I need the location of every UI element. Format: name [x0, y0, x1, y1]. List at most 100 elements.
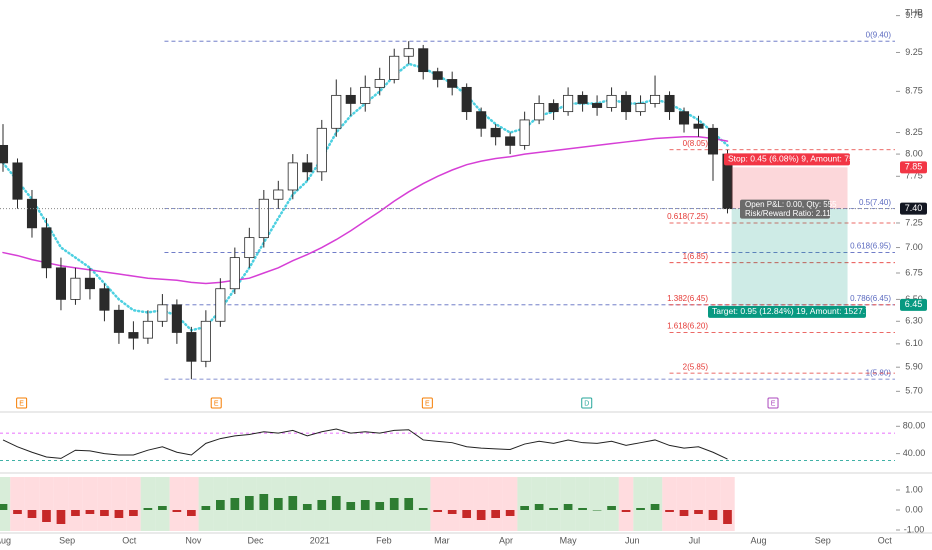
candle-body [142, 320, 153, 339]
hist-background [111, 477, 127, 531]
hist-bar [42, 510, 51, 522]
hist-bar [56, 510, 66, 524]
candle-body [171, 304, 182, 333]
hist-bar [13, 510, 22, 514]
candle-body [650, 94, 661, 104]
x-tick-label: Jun [625, 535, 640, 545]
x-tick-label: Oct [122, 535, 137, 545]
y-tick-label: 80.00 [903, 421, 926, 431]
event-label: D [584, 400, 589, 407]
candle-body [200, 320, 211, 362]
hist-bar [331, 496, 341, 510]
hist-background [633, 477, 648, 531]
candle-body [678, 111, 690, 125]
candle-body [418, 48, 429, 73]
y-tick-label: 5.90 [905, 362, 923, 372]
hist-background [502, 477, 518, 531]
hist-bar [723, 510, 732, 524]
hist-bar [549, 508, 558, 510]
candle-body [461, 86, 472, 113]
hist-bar [201, 506, 211, 510]
candle-body [606, 94, 617, 108]
hist-bar [230, 498, 240, 510]
candle-body [389, 55, 400, 80]
x-tick-label: Sep [815, 535, 831, 545]
candle-body [26, 198, 38, 229]
hist-bar [418, 508, 428, 510]
y-tick-label: 6.50 [905, 294, 923, 304]
candle-body [621, 94, 632, 113]
y-tick-label: 8.25 [905, 127, 923, 137]
fib-label: 1(6.85) [683, 252, 709, 261]
hist-bar [114, 510, 124, 518]
price-tag [900, 298, 927, 311]
y-tick-label: 6.10 [905, 338, 923, 348]
y-tick-label: 9.25 [905, 47, 923, 57]
x-tick-label: Sep [59, 535, 75, 545]
hist-background [705, 477, 721, 531]
hist-bar [636, 508, 645, 510]
candle-body [374, 79, 385, 88]
hist-bar [216, 500, 225, 510]
hist-background [169, 477, 185, 531]
candle-body [592, 103, 603, 108]
hist-bar [650, 504, 660, 510]
candle-body [664, 94, 675, 113]
hist-bar [563, 504, 573, 510]
hist-bar [491, 510, 500, 518]
price-axis [896, 0, 932, 550]
price-tag-label: 7.85 [905, 162, 923, 172]
candle-body [287, 162, 298, 191]
event-label: E [214, 400, 219, 407]
event-label: E [425, 400, 430, 407]
hist-bar [505, 510, 515, 516]
hist-bar [288, 496, 298, 510]
target-label-box [708, 305, 866, 318]
candle-body [447, 79, 458, 88]
hist-background [546, 477, 561, 531]
candle-body [490, 127, 501, 138]
hist-background [24, 477, 40, 531]
candle-body [273, 189, 284, 200]
y-tick-label: 7.25 [905, 217, 923, 227]
candle-body [128, 332, 139, 339]
price-tag-label: 7.40 [905, 203, 923, 213]
hist-bar [534, 504, 544, 510]
y-tick-label: 5.70 [905, 386, 923, 396]
candle-body [316, 127, 327, 173]
hist-bar [346, 502, 356, 510]
candle-body [403, 48, 414, 57]
pnl-box [740, 199, 830, 219]
price-tag [900, 202, 927, 215]
x-tick-label: Aug [0, 535, 11, 545]
candle-body [55, 267, 66, 300]
hist-bar [100, 510, 109, 516]
y-tick-label: 7.00 [905, 242, 923, 252]
hist-background [444, 477, 460, 531]
fib-label: 1.382(6.45) [667, 294, 708, 303]
candle-body [331, 94, 342, 129]
rsi-line [2, 428, 728, 460]
hist-background [68, 477, 83, 531]
fib-label: 0.786(6.45) [850, 294, 891, 303]
candle-body [84, 277, 95, 290]
y-tick-label: 1.00 [905, 484, 923, 494]
hist-bar [158, 506, 167, 510]
x-tick-label: Oct [878, 535, 893, 545]
hist-bar [172, 510, 182, 512]
candle-body [476, 111, 487, 129]
x-tick-label: Aug [751, 535, 767, 545]
x-tick-label: Apr [499, 535, 513, 545]
candle-body [244, 237, 255, 259]
hist-background [575, 477, 590, 531]
hist-bar [404, 498, 414, 510]
candle-body [693, 123, 704, 129]
candle-body [186, 332, 197, 362]
x-tick-label: 2021 [310, 535, 330, 545]
candle-body [113, 309, 124, 333]
hist-bar [578, 508, 587, 510]
y-tick-label: 6.30 [905, 316, 923, 326]
candle-body [519, 119, 530, 146]
